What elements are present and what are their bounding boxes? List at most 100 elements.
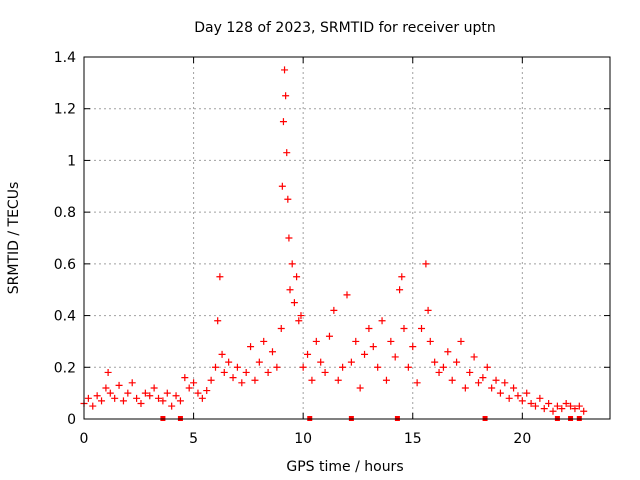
data-point — [299, 363, 307, 371]
data-point — [111, 394, 119, 402]
data-point — [479, 374, 487, 382]
data-point — [492, 376, 500, 384]
data-point — [553, 402, 561, 410]
data-point — [356, 384, 364, 392]
data-point — [400, 325, 408, 332]
data-point — [382, 376, 390, 384]
data-point — [146, 392, 154, 400]
data-point — [531, 402, 539, 410]
data-point — [396, 286, 404, 294]
data-point — [321, 368, 329, 376]
data-point — [304, 350, 312, 358]
data-point — [84, 394, 92, 402]
grid-layer — [84, 57, 610, 419]
data-point — [133, 394, 141, 402]
x-tick-label: 20 — [513, 431, 531, 447]
data-point — [102, 384, 110, 392]
data-point — [185, 384, 193, 392]
data-point — [268, 348, 276, 356]
data-point — [448, 376, 456, 384]
data-point — [461, 384, 469, 392]
data-point — [431, 358, 439, 366]
data-point — [214, 317, 222, 325]
y-tick-label: 0.6 — [54, 257, 76, 273]
chart-title: Day 128 of 2023, SRMTID for receiver upt… — [194, 20, 496, 36]
data-point — [483, 363, 491, 371]
data-point — [518, 397, 526, 405]
data-point — [365, 325, 373, 332]
data-point — [536, 394, 544, 402]
y-tick-label: 1 — [67, 153, 76, 169]
data-point — [172, 392, 180, 400]
data-point — [190, 379, 198, 387]
data-point — [104, 368, 112, 376]
data-point — [308, 376, 316, 384]
data-point — [251, 376, 259, 384]
data-point — [203, 387, 211, 395]
data-point — [369, 343, 377, 351]
data-point — [378, 317, 386, 325]
y-tick-label: 1.2 — [54, 102, 76, 118]
y-tick-label: 0.2 — [54, 360, 76, 376]
tick-layer: 0 0.2 0.4 0.6 0.8 1 1.2 1.4 0 5 10 15 20 — [54, 50, 610, 447]
data-point — [286, 286, 294, 294]
data-point — [334, 376, 342, 384]
data-point — [514, 392, 522, 400]
data-point — [279, 118, 287, 126]
data-point — [207, 376, 215, 384]
data-point — [501, 379, 509, 387]
data-point — [409, 343, 417, 351]
x-tick-label: 0 — [80, 431, 89, 447]
data-point — [523, 389, 531, 397]
data-point — [413, 379, 421, 387]
data-point — [488, 384, 496, 392]
data-point — [545, 399, 553, 407]
data-point — [128, 379, 136, 387]
data-point — [339, 363, 347, 371]
data-point — [168, 402, 176, 410]
data-point — [264, 368, 272, 376]
data-point — [155, 394, 163, 402]
y-tick-label: 0.4 — [54, 309, 76, 325]
data-point — [325, 332, 333, 340]
data-point — [567, 402, 575, 410]
data-point — [89, 402, 97, 410]
data-point — [457, 337, 465, 345]
data-point — [283, 149, 291, 157]
x-tick-label: 15 — [404, 431, 422, 447]
data-point — [361, 350, 369, 358]
x-tick-label: 5 — [189, 431, 198, 447]
y-axis-label: SRMTID / TECUs — [6, 182, 22, 295]
data-point — [93, 392, 101, 400]
data-point — [285, 234, 293, 242]
data-point — [238, 379, 246, 387]
data-point — [575, 402, 583, 410]
data-point — [233, 363, 241, 371]
data-point — [439, 363, 447, 371]
data-point — [163, 389, 171, 397]
data-point — [137, 399, 145, 407]
data-point — [277, 325, 285, 332]
data-point — [106, 389, 114, 397]
data-point — [549, 407, 557, 415]
data-point — [470, 353, 478, 361]
data-point — [282, 92, 290, 100]
data-point — [290, 299, 298, 307]
data-point — [181, 374, 189, 382]
data-point — [571, 405, 579, 413]
data-point — [194, 389, 202, 397]
data-point — [216, 273, 224, 281]
data-point — [297, 312, 305, 320]
data-point — [398, 273, 406, 281]
data-point — [124, 389, 132, 397]
data-point — [343, 291, 351, 299]
data-point — [295, 317, 303, 325]
data-point — [312, 337, 320, 345]
data-point — [466, 368, 474, 376]
data-point — [176, 397, 184, 405]
data-points — [80, 66, 588, 421]
data-point — [115, 381, 123, 389]
data-point — [220, 368, 228, 376]
data-point — [255, 358, 263, 366]
